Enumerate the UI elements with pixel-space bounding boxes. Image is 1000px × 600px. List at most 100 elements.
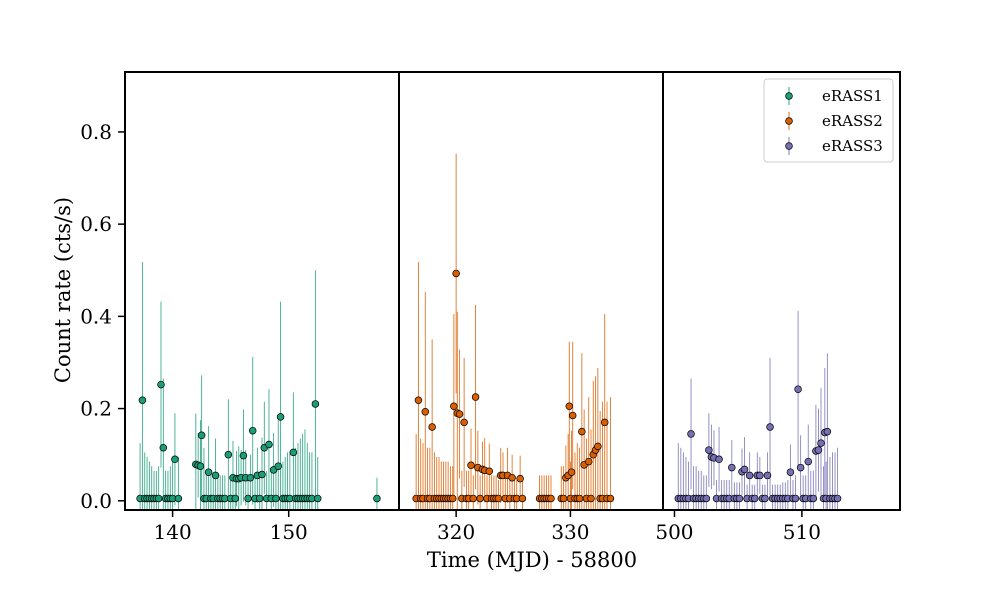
x-tick-label-150: 150 [270, 520, 308, 544]
point-erass1-15 [171, 455, 179, 464]
point-erass2-22 [460, 418, 468, 427]
legend-marker-2 [785, 142, 793, 150]
panels: 140 150 320 330 500 510 [124, 71, 901, 544]
point-erass1-70 [373, 494, 381, 503]
point-erass2-37 [494, 494, 503, 503]
point-erass3-11 [702, 494, 711, 503]
panel-erass1: 140 150 [124, 71, 400, 544]
point-erass2-18 [452, 269, 460, 278]
point-erass3-35 [763, 471, 772, 480]
point-erass2-55 [559, 494, 568, 503]
point-erass1-40 [244, 494, 252, 503]
y-tick-label-0.8: 0.8 [80, 120, 112, 144]
point-erass2-7 [428, 423, 436, 431]
legend-marker-0 [785, 92, 793, 100]
point-erass2-65 [578, 427, 586, 436]
point-erass1-19 [196, 462, 205, 470]
point-erass2-26 [469, 494, 478, 503]
point-erass1-45 [255, 494, 264, 503]
x-tick-label-500: 500 [655, 520, 693, 544]
point-erass3-46 [791, 494, 800, 503]
point-erass2-47 [518, 494, 527, 503]
point-erass3-60 [823, 427, 832, 436]
x-tick-label-140: 140 [154, 520, 192, 544]
point-erass3-12 [705, 446, 713, 454]
point-erass3-64 [833, 494, 842, 503]
point-erass1-1 [138, 396, 147, 405]
point-erass3-21 [728, 463, 736, 472]
point-erass2-16 [448, 494, 457, 503]
legend-item-erass3: eRASS3 [785, 137, 883, 155]
x-axis-label: Time (MJD) - 58800 [427, 548, 637, 572]
legend: eRASS1 eRASS2 eRASS3 [763, 78, 894, 163]
point-erass3-36 [766, 423, 774, 431]
point-erass3-32 [756, 471, 764, 480]
point-erass2-61 [568, 411, 577, 420]
point-erass3-34 [761, 494, 769, 503]
point-erass1-69 [313, 494, 322, 503]
y-axis-label: Count rate (cts/s) [51, 197, 75, 383]
point-erass1-41 [246, 473, 255, 482]
point-erass2-27 [471, 393, 480, 401]
point-erass1-68 [311, 400, 320, 408]
x-tick-label-510: 510 [783, 520, 821, 544]
legend-marker-1 [785, 117, 793, 125]
point-erass1-23 [204, 468, 213, 476]
point-erass2-20 [455, 410, 464, 418]
point-erass2-1 [414, 396, 423, 405]
legend-label-0: eRASS1 [822, 87, 883, 105]
point-erass1-10 [159, 444, 168, 452]
y-tick-label-0.2: 0.2 [80, 397, 112, 421]
point-erass2-33 [485, 467, 494, 476]
legend-label-1: eRASS2 [822, 112, 883, 130]
point-erass2-69 [587, 494, 595, 503]
point-erass1-20 [197, 431, 206, 440]
point-erass2-4 [421, 408, 430, 416]
point-erass3-56 [817, 439, 825, 447]
x-tick-label-330: 330 [551, 520, 589, 544]
y-tick-label-0.6: 0.6 [80, 212, 112, 236]
point-erass1-9 [157, 380, 165, 389]
point-erass1-46 [258, 470, 266, 479]
y-tick-label-0.4: 0.4 [80, 304, 112, 328]
point-erass2-75 [600, 418, 609, 427]
legend-item-erass1: eRASS1 [785, 87, 883, 105]
point-erass3-47 [794, 385, 802, 393]
legend-box [763, 78, 894, 163]
point-erass2-25 [467, 461, 475, 470]
point-erass2-64 [575, 494, 584, 503]
panel-erass2: 320 330 [398, 71, 664, 544]
point-erass2-58 [565, 402, 574, 411]
legend-label-2: eRASS3 [822, 137, 883, 155]
point-erass2-68 [584, 457, 593, 466]
point-erass3-28 [745, 471, 754, 480]
y-tick-label-0: 0.0 [80, 489, 112, 513]
point-erass3-5 [687, 430, 695, 438]
point-erass3-24 [735, 494, 744, 503]
point-erass3-51 [804, 457, 813, 466]
point-erass3-16 [715, 455, 723, 464]
panel-erass3: 500 510 [655, 71, 901, 544]
point-erass1-8 [154, 494, 163, 503]
point-erass1-54 [276, 413, 285, 421]
point-erass1-26 [211, 471, 220, 480]
panel-frame-erass3 [662, 71, 901, 511]
y-axis: 0.0 0.2 0.4 0.6 0.8 [80, 120, 125, 513]
point-erass2-60 [567, 468, 576, 476]
point-erass2-53 [547, 494, 555, 503]
point-erass1-59 [289, 448, 298, 457]
point-erass3-55 [814, 446, 823, 454]
point-erass3-44 [786, 468, 795, 476]
panel-frame-erass2 [398, 71, 664, 511]
point-erass2-77 [606, 494, 615, 503]
point-erass2-29 [476, 494, 484, 503]
point-erass3-30 [750, 494, 759, 503]
x-tick-label-320: 320 [437, 520, 475, 544]
point-erass1-52 [272, 494, 280, 503]
point-erass2-72 [594, 442, 602, 451]
legend-item-erass2: eRASS2 [785, 112, 883, 130]
point-erass2-46 [516, 474, 524, 483]
point-erass1-16 [174, 494, 183, 503]
point-erass3-53 [809, 494, 818, 503]
point-erass3-26 [740, 465, 749, 474]
